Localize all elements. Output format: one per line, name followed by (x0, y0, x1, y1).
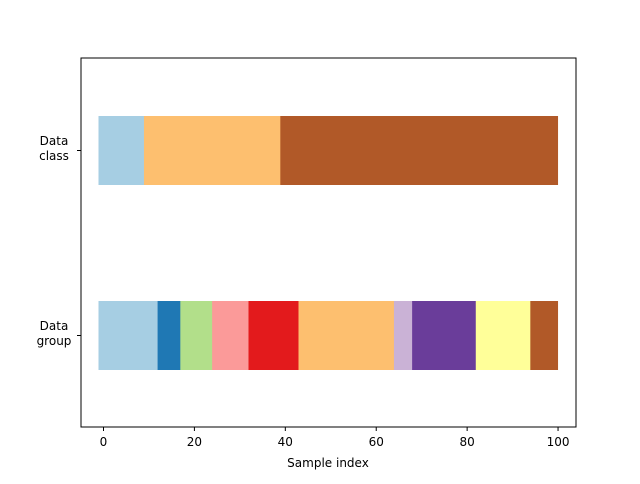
x-axis: 0 20 40 60 80 100 (100, 427, 570, 449)
x-tick-label: 20 (187, 435, 202, 449)
segment-row1-value4 (248, 301, 304, 370)
x-tick-label: 80 (459, 435, 474, 449)
segment-row1-value5 (298, 301, 399, 370)
y-tick-label: class (39, 149, 69, 163)
segment-row0-value0 (98, 116, 149, 185)
x-axis-label: Sample index (287, 456, 369, 470)
plot-marks (98, 116, 559, 370)
segment-row1-value7 (412, 301, 481, 370)
segment-row1-value2 (180, 301, 218, 370)
y-tick-label: Data (40, 134, 69, 148)
segment-row1-value6 (393, 301, 418, 370)
y-tick-label: Data (40, 319, 69, 333)
segment-row1-value9 (530, 301, 559, 370)
segment-row0-value1 (143, 116, 286, 185)
x-tick-label: 0 (100, 435, 108, 449)
x-tick-label: 40 (278, 435, 293, 449)
axes-frame (80, 57, 577, 428)
y-tick-label: group (37, 334, 72, 348)
x-tick-label: 60 (369, 435, 384, 449)
segment-row1-value8 (475, 301, 536, 370)
x-tick-label: 100 (547, 435, 570, 449)
segment-row1-value3 (212, 301, 254, 370)
segment-row0-value2 (280, 116, 559, 185)
segment-row1-value0 (98, 301, 163, 370)
